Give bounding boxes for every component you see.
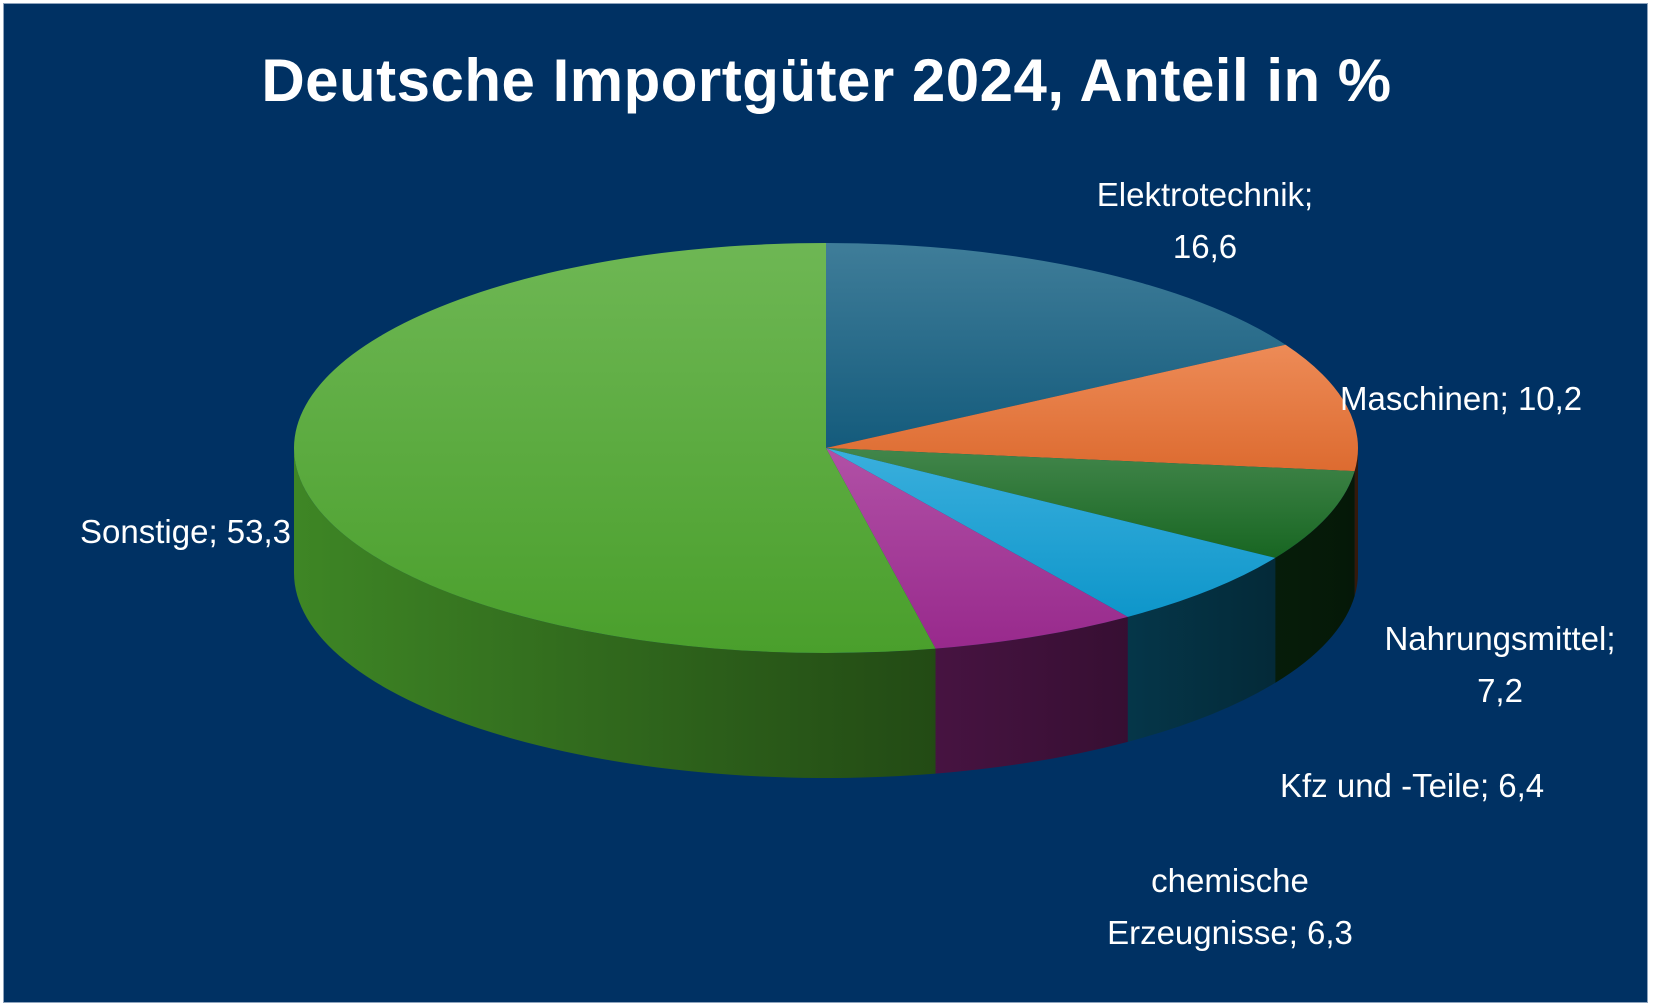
pie-slice-side-nahrungsmittel <box>1275 471 1355 683</box>
pie-slice-chemische-erzeugnisse <box>826 448 1128 649</box>
data-label-nahrungsmittel: Nahrungsmittel; 7,2 <box>1350 613 1650 717</box>
label-value: 53,3 <box>226 513 292 550</box>
label-name-line-2: Erzeugnisse <box>1107 914 1289 951</box>
label-value: 10,2 <box>1517 380 1583 417</box>
label-value: 6,3 <box>1307 914 1353 951</box>
label-name: Sonstige <box>80 513 209 550</box>
label-value: 16,6 <box>1172 228 1238 265</box>
pie-slice-sonstige <box>293 243 936 653</box>
pie-slice-elektrotechnik <box>826 243 1286 448</box>
label-name: Elektrotechnik <box>1096 176 1305 213</box>
label-value: 6,4 <box>1498 767 1545 804</box>
label-name: Maschinen <box>1340 380 1500 417</box>
pie-slice-side-chemische-erzeugnisse <box>935 616 1128 774</box>
label-name: Nahrungsmittel <box>1384 620 1607 657</box>
data-label-sonstige: Sonstige; 53,3 <box>80 513 292 550</box>
pie-slice-nahrungsmittel <box>826 448 1355 558</box>
data-label-chemische-erzeugnisse: chemische Erzeugnisse; 6,3 <box>1050 855 1410 959</box>
pie-slice-side-maschinen <box>1354 448 1358 597</box>
label-name: Kfz und -Teile <box>1280 767 1480 804</box>
pie-slice-kfz-und-teile <box>826 448 1276 617</box>
chart-title: Deutsche Importgüter 2024, Anteil in % <box>261 47 1392 114</box>
pie-slice-side-kfz-und-teile <box>1127 557 1276 742</box>
pie-slice-side-sonstige <box>294 448 936 778</box>
data-label-elektrotechnik: Elektrotechnik; 16,6 <box>1040 169 1370 273</box>
label-value: 7,2 <box>1477 672 1523 709</box>
label-name-line-1: chemische <box>1151 862 1309 899</box>
data-label-maschinen: Maschinen; 10,2 <box>1340 380 1583 417</box>
pie-slice-maschinen <box>826 344 1358 472</box>
data-label-kfz-und-teile: Kfz und -Teile; 6,4 <box>1280 767 1545 804</box>
